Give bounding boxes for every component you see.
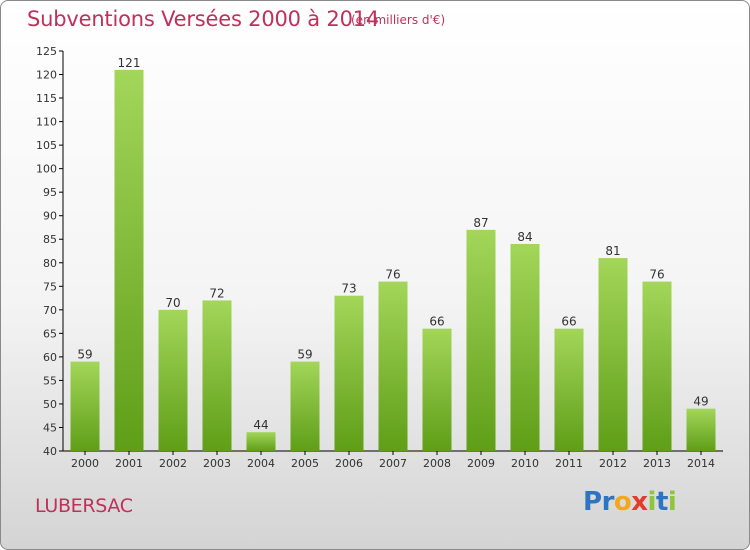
x-tick-label: 2008 — [423, 457, 451, 470]
y-tick-label: 45 — [43, 421, 57, 434]
data-label: 66 — [429, 315, 444, 329]
data-label: 66 — [561, 315, 576, 329]
bar — [334, 295, 364, 451]
bar — [510, 243, 540, 451]
data-label: 121 — [118, 56, 141, 70]
x-tick-label: 2014 — [687, 457, 715, 470]
y-tick-label: 70 — [43, 304, 57, 317]
y-tick-label: 85 — [43, 233, 57, 246]
logo-letter: P — [583, 487, 602, 517]
logo-letter: i — [647, 487, 657, 517]
y-tick-label: 100 — [36, 163, 57, 176]
bar — [246, 432, 276, 451]
x-tick-label: 2000 — [71, 457, 99, 470]
bar — [598, 258, 628, 451]
x-tick-label: 2012 — [599, 457, 627, 470]
y-tick-label: 105 — [36, 139, 57, 152]
y-tick-label: 125 — [36, 45, 57, 58]
logo-letter: t — [655, 487, 668, 517]
x-tick-label: 2005 — [291, 457, 319, 470]
data-label: 84 — [517, 230, 532, 244]
y-tick-label: 75 — [43, 280, 57, 293]
y-tick-label: 115 — [36, 92, 57, 105]
y-tick-label: 110 — [36, 116, 57, 129]
y-tick-label: 80 — [43, 257, 57, 270]
y-tick-label: 90 — [43, 210, 57, 223]
bar — [378, 281, 408, 451]
data-label: 81 — [605, 244, 620, 258]
x-tick-label: 2001 — [115, 457, 143, 470]
chart-subtitle: (en milliers d'€) — [351, 13, 446, 27]
y-tick-label: 95 — [43, 186, 57, 199]
bar — [422, 328, 452, 451]
y-tick-label: 55 — [43, 374, 57, 387]
chart-title: Subventions Versées 2000 à 2014 — [27, 7, 380, 31]
data-label: 76 — [385, 268, 400, 282]
bar — [70, 361, 100, 451]
bar — [686, 408, 716, 451]
bar — [158, 309, 188, 451]
x-tick-label: 2003 — [203, 457, 231, 470]
logo-letter: i — [667, 487, 677, 517]
logo-letter: r — [601, 487, 615, 517]
y-tick-label: 120 — [36, 69, 57, 82]
y-tick-label: 50 — [43, 398, 57, 411]
data-label: 73 — [341, 282, 356, 296]
logo-letter: o — [613, 487, 632, 517]
data-label: 44 — [253, 418, 268, 432]
data-label: 59 — [77, 348, 92, 362]
bar — [466, 229, 496, 451]
bar — [290, 361, 320, 451]
data-label: 70 — [165, 296, 180, 310]
bar — [114, 69, 144, 451]
data-label: 76 — [649, 268, 664, 282]
logo-letter: x — [631, 487, 648, 517]
data-label: 49 — [693, 395, 708, 409]
x-tick-label: 2002 — [159, 457, 187, 470]
data-label: 72 — [209, 286, 224, 300]
x-tick-label: 2013 — [643, 457, 671, 470]
proxiti-logo: Proxiti — [583, 487, 677, 517]
bar — [642, 281, 672, 451]
x-tick-label: 2009 — [467, 457, 495, 470]
x-tick-label: 2010 — [511, 457, 539, 470]
x-tick-label: 2004 — [247, 457, 275, 470]
y-tick-label: 65 — [43, 327, 57, 340]
bar — [554, 328, 584, 451]
x-tick-label: 2006 — [335, 457, 363, 470]
data-label: 87 — [473, 216, 488, 230]
bar — [202, 300, 232, 451]
x-tick-label: 2007 — [379, 457, 407, 470]
data-label: 59 — [297, 348, 312, 362]
place-name: LUBERSAC — [35, 495, 133, 517]
x-tick-label: 2011 — [555, 457, 583, 470]
y-tick-label: 40 — [43, 445, 57, 458]
y-tick-label: 60 — [43, 351, 57, 364]
